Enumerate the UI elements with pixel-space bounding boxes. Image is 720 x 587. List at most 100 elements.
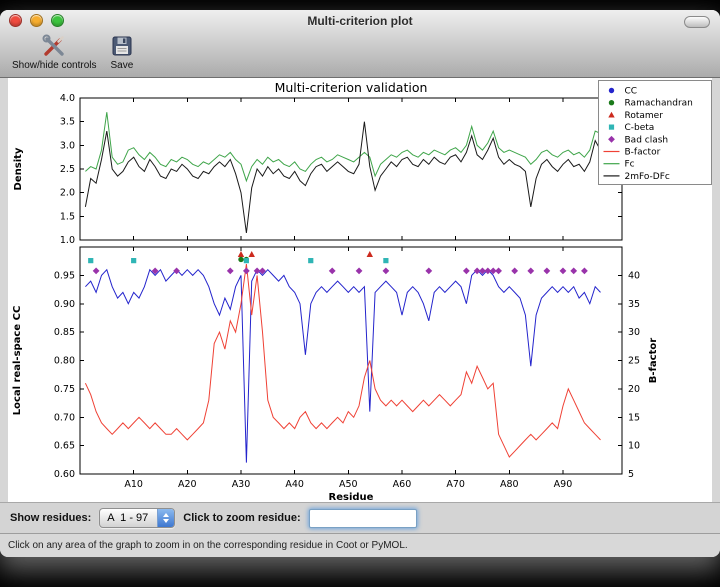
x-tick-label: A70	[446, 479, 465, 490]
up-down-arrows-icon	[157, 509, 175, 527]
xlabel: Residue	[329, 492, 374, 502]
y-tick-label: 0.65	[54, 441, 75, 452]
legend-glyph-C-beta	[608, 124, 615, 130]
zoom-residue-label: Click to zoom residue:	[183, 512, 301, 524]
y-tick-label: 0.60	[54, 469, 75, 480]
zoom-window-button[interactable]	[51, 14, 64, 27]
legend-box	[598, 80, 712, 185]
marker-Bad clash	[570, 267, 578, 275]
toolbar-toggle-button[interactable]	[684, 16, 710, 28]
toolbar-item-label: Show/hide controls	[12, 60, 97, 71]
marker-Bad clash	[328, 267, 336, 275]
marker-Bad clash	[253, 267, 261, 275]
y2-tick-label: 40	[628, 270, 640, 281]
marker-Bad clash	[559, 267, 567, 275]
y-tick-label: 0.80	[54, 356, 75, 367]
marker-Bad clash	[527, 267, 535, 275]
legend-glyph-Ramachandran	[608, 100, 615, 106]
legend-label: C-beta	[625, 123, 655, 133]
marker-C-beta	[88, 258, 94, 264]
top-ylabel: Density	[13, 147, 24, 190]
legend-label: CC	[625, 87, 638, 97]
controls-bar: Show residues: A 1 - 97 Click to zoom re…	[0, 502, 720, 533]
show-residues-select[interactable]: A 1 - 97	[99, 508, 176, 528]
legend-glyph-Rotamer	[608, 111, 615, 118]
window-header: Multi-criterion plot Show/hide controls	[0, 10, 720, 78]
plot-area: Multi-criterion validation 1.0 1.5 2.0 2.5 3.…	[0, 78, 720, 503]
x-tick-label: A30	[232, 479, 251, 490]
y-tick-label: 1.5	[60, 211, 75, 222]
marker-C-beta	[131, 258, 137, 264]
bottom-ylabel-right: B-factor	[648, 338, 659, 383]
y2-tick-label: 30	[628, 327, 640, 338]
zoom-residue-input[interactable]	[308, 508, 417, 528]
selected-residue-range: A 1 - 97	[107, 512, 149, 524]
legend-label: Fc	[625, 160, 635, 170]
save-button[interactable]: Save	[111, 33, 133, 71]
legend-label: B-factor	[625, 148, 661, 158]
marker-Bad clash	[355, 267, 363, 275]
bottom-panel-frame	[79, 246, 623, 475]
y-tick-label: 2.5	[60, 164, 75, 175]
marker-Bad clash	[382, 267, 390, 275]
x-tick-label: A60	[393, 479, 412, 490]
y-tick-label: 0.70	[54, 412, 75, 423]
y2-tick-label: 20	[628, 384, 640, 395]
y-tick-label: 3.0	[60, 140, 75, 151]
show-residues-label: Show residues:	[10, 512, 92, 524]
chart-title: Multi-criterion validation	[275, 80, 428, 95]
close-button[interactable]	[9, 14, 22, 27]
save-icon	[111, 33, 133, 59]
y2-tick-label: 5	[628, 469, 634, 480]
marker-Rotamer	[248, 250, 255, 257]
bottom-ylabel-left: Local real-space CC	[12, 306, 23, 416]
marker-Bad clash	[92, 267, 100, 275]
app-window: Multi-criterion plot Show/hide controls	[0, 10, 720, 557]
y-tick-label: 2.0	[60, 188, 75, 199]
y-tick-label: 0.75	[54, 384, 75, 395]
marker-Bad clash	[173, 267, 180, 275]
status-bar: Click on any area of the graph to zoom i…	[0, 533, 720, 557]
marker-Ramachandran	[238, 256, 244, 263]
marker-Bad clash	[511, 267, 519, 275]
window-title: Multi-criterion plot	[307, 14, 413, 28]
marker-Bad clash	[462, 267, 470, 275]
marker-C-beta	[243, 258, 249, 264]
marker-Bad clash	[242, 267, 250, 275]
status-text: Click on any area of the graph to zoom i…	[8, 540, 408, 551]
marker-Bad clash	[495, 267, 502, 275]
legend-label: 2mFo-DFc	[625, 172, 670, 182]
series-CC	[85, 268, 601, 463]
marker-Rotamer	[237, 250, 245, 257]
x-tick-label: A10	[124, 479, 143, 490]
marker-C-beta	[383, 258, 389, 264]
marker-Bad clash	[226, 267, 234, 275]
y2-tick-label: 15	[628, 412, 640, 423]
legend-label: Rotamer	[625, 111, 664, 121]
x-tick-label: A50	[339, 479, 358, 490]
marker-Rotamer	[366, 250, 373, 257]
chart-svg: Multi-criterion validation 1.0 1.5 2.0 2.5 3.…	[12, 80, 712, 503]
plot-canvas[interactable]: Multi-criterion validation 1.0 1.5 2.0 2.5 3.…	[8, 78, 712, 503]
traffic-lights	[9, 14, 64, 27]
show-hide-controls-button[interactable]: Show/hide controls	[12, 33, 97, 71]
titlebar[interactable]: Multi-criterion plot	[0, 10, 720, 32]
minimize-button[interactable]	[30, 14, 43, 27]
marker-Bad clash	[543, 267, 551, 275]
series-B-factor	[84, 263, 601, 458]
x-tick-label: A40	[285, 479, 304, 490]
top-panel-frame	[79, 97, 623, 241]
y-tick-label: 0.85	[54, 327, 75, 338]
toolbar: Show/hide controls Save	[0, 32, 720, 77]
series-Fc	[85, 112, 601, 183]
marker-Bad clash	[425, 267, 433, 275]
tools-icon	[41, 33, 67, 59]
y-tick-label: 1.0	[60, 235, 75, 246]
x-tick-label: A90	[554, 479, 573, 490]
marker-Bad clash	[581, 267, 588, 275]
y-tick-label: 3.5	[60, 117, 75, 128]
y2-tick-label: 35	[628, 299, 640, 310]
legend-label: Bad clash	[625, 135, 669, 145]
marker-C-beta	[308, 258, 314, 264]
x-tick-label: A80	[500, 479, 519, 490]
